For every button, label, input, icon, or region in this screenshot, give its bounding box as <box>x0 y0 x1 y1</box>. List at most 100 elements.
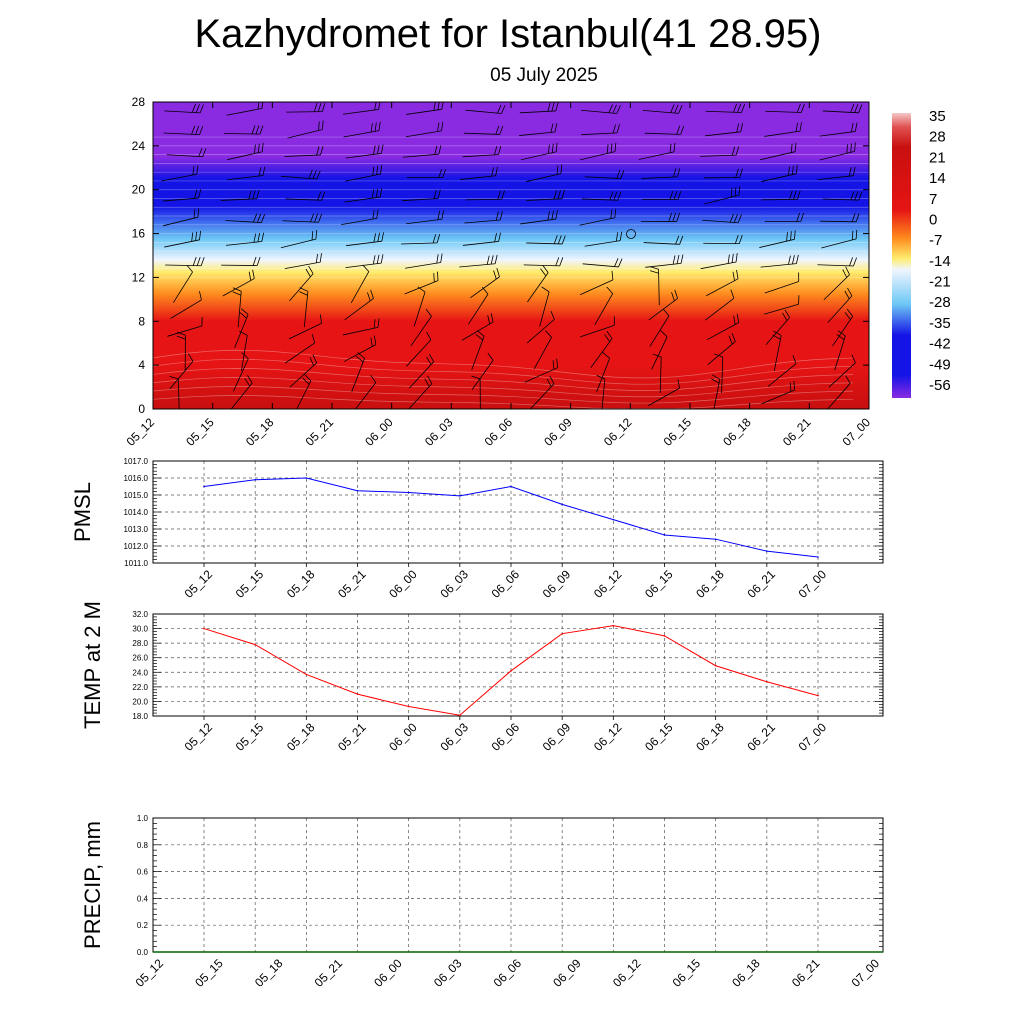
heatmap-y-tick-label: 0 <box>138 402 145 416</box>
heatmap-x-tick-label: 05_15 <box>183 415 217 449</box>
line-panel-1: 1011.0 1012.0 1013.0 1014.0 1015.0 1016.0 1017… <box>70 457 884 601</box>
x-tick-label: 05_21 <box>335 567 369 601</box>
y-tick-label: 1013.0 <box>124 525 149 534</box>
colorbar-label: -21 <box>929 274 951 291</box>
data-point <box>356 693 359 695</box>
heatmap-y-tick-label: 4 <box>138 358 145 372</box>
data-point <box>612 518 615 521</box>
heatmap-fill <box>153 102 869 409</box>
chart-subtitle: 05 July 2025 <box>490 65 598 86</box>
y-tick-label: 32.0 <box>132 610 148 619</box>
x-tick-label: 06_03 <box>437 720 471 754</box>
colorbar-label: -56 <box>929 377 951 394</box>
wind-barbs <box>161 102 863 409</box>
x-tick-label: 06_09 <box>540 720 574 754</box>
y-tick-label: 18.0 <box>132 712 148 721</box>
heatmap-x-tick-label: 05_18 <box>243 415 277 449</box>
x-tick-label: 07_00 <box>796 720 830 754</box>
y-tick-label: 0.6 <box>137 868 149 877</box>
y-tick-label: 28.0 <box>132 639 148 648</box>
data-point <box>561 503 563 506</box>
heatmap-x-tick-label: 06_15 <box>661 415 695 449</box>
colorbar-label: 14 <box>929 170 946 187</box>
y-tick-label: 24.0 <box>132 668 148 677</box>
data-point <box>305 673 308 676</box>
x-tick-label: 06_03 <box>437 567 471 601</box>
heatmap-panel: 05_12 05_15 05_18 05_21 06_00 06_03 06_06 06_09… <box>124 95 874 449</box>
data-point <box>817 694 819 697</box>
x-tick-label: 06_06 <box>489 567 523 601</box>
line-panels: 1011.0 1012.0 1013.0 1014.0 1015.0 1016.0 1017… <box>70 457 884 990</box>
data-point <box>203 627 205 630</box>
heatmap-x-tick-label: 06_06 <box>482 415 516 449</box>
x-tick-label: 06_21 <box>789 956 823 990</box>
panel-frame <box>152 460 884 564</box>
x-tick-label: 05_12 <box>133 956 167 990</box>
x-tick-label: 05_12 <box>182 720 216 754</box>
x-tick-label: 05_21 <box>312 956 346 990</box>
heatmap-x-tick-label: 07_00 <box>840 415 874 449</box>
x-tick-label: 05_21 <box>335 720 369 754</box>
line-panel-3: 0.0 0.2 0.4 0.6 0.8 1.0 05_12 05_15 05_18 05_21 06… <box>80 814 884 990</box>
x-tick-label: 06_06 <box>489 720 523 754</box>
x-tick-label: 06_00 <box>386 720 420 754</box>
y-axis-label: PMSL <box>70 482 95 542</box>
colorbar-label: -42 <box>929 336 951 353</box>
x-tick-label: 06_09 <box>540 567 574 601</box>
x-tick-label: 05_18 <box>284 567 318 601</box>
data-point <box>766 680 768 683</box>
data-point <box>766 550 768 552</box>
y-tick-label: 0.0 <box>137 948 149 957</box>
y-tick-label: 22.0 <box>132 683 148 692</box>
data-point <box>817 556 819 558</box>
x-tick-label: 06_18 <box>693 720 727 754</box>
heatmap-y-tick-label: 24 <box>132 139 146 153</box>
colorbar-label: -35 <box>929 315 951 332</box>
heatmap-x-tick-label: 05_12 <box>124 415 158 449</box>
heatmap-x-tick-label: 06_09 <box>541 415 575 449</box>
data-point <box>663 635 666 637</box>
x-tick-label: 06_21 <box>744 567 778 601</box>
data-point <box>561 632 563 635</box>
y-tick-label: 1016.0 <box>124 474 149 483</box>
data-point <box>510 670 512 672</box>
x-tick-label: 06_15 <box>642 720 676 754</box>
data-point <box>612 624 615 627</box>
colorbar-label: 0 <box>929 211 937 228</box>
x-tick-label: 06_06 <box>491 956 525 990</box>
x-tick-label: 06_12 <box>610 956 644 990</box>
heatmap-y-tick-label: 16 <box>132 227 146 241</box>
data-point <box>356 489 359 492</box>
y-tick-label: 1015.0 <box>124 491 149 500</box>
line-panel-2: 18.0 20.0 22.0 24.0 26.0 28.0 30.0 32.0 05_12 05_… <box>80 601 884 754</box>
data-point <box>663 534 666 536</box>
heatmap-x-tick-label: 05_21 <box>303 415 337 449</box>
colorbar-label: -7 <box>929 232 942 249</box>
colorbar-label: -14 <box>929 253 951 270</box>
heatmap-x-tick-label: 06_12 <box>601 415 635 449</box>
colorbar-label: 21 <box>929 149 946 166</box>
x-tick-label: 06_21 <box>744 720 778 754</box>
heatmap-y-tick-label: 8 <box>138 314 145 328</box>
colorbar-label: 35 <box>929 108 946 125</box>
y-tick-label: 1011.0 <box>124 559 148 568</box>
x-tick-label: 06_12 <box>591 720 625 754</box>
x-tick-label: 06_18 <box>693 567 727 601</box>
x-tick-label: 06_03 <box>431 956 465 990</box>
data-point <box>459 495 461 497</box>
colorbar-label: -49 <box>929 356 951 373</box>
y-tick-label: 0.4 <box>137 894 149 903</box>
y-axis-label: PRECIP, mm <box>80 821 105 949</box>
data-point <box>459 714 461 717</box>
x-tick-label: 06_12 <box>591 567 625 601</box>
x-tick-label: 06_00 <box>386 567 420 601</box>
colorbar-label: -28 <box>929 294 951 311</box>
heatmap-x-tick-label: 06_21 <box>780 415 814 449</box>
x-tick-label: 05_15 <box>192 956 226 990</box>
data-point <box>407 491 410 494</box>
data-point <box>714 538 717 540</box>
colorbar-label: 28 <box>929 129 946 146</box>
x-tick-label: 06_15 <box>670 956 704 990</box>
calm-wind-marker <box>626 229 636 239</box>
